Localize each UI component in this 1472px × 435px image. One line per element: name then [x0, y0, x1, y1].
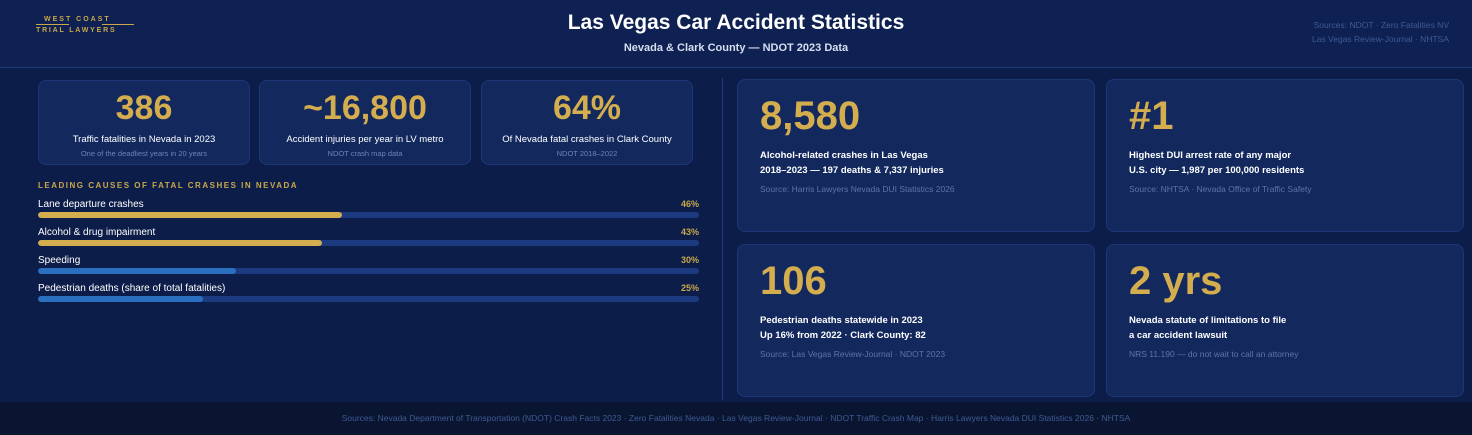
card-line1: Highest DUI arrest rate of any major: [1129, 150, 1292, 161]
card-line1: Pedestrian deaths statewide in 2023: [760, 315, 923, 326]
card-value: 106: [760, 259, 827, 303]
logo-line2: TRIAL LAWYERS: [36, 27, 117, 34]
cause-percent: 30%: [680, 255, 699, 265]
card-dui-rank: #1 Highest DUI arrest rate of any major …: [1106, 79, 1464, 232]
stat-sub: One of the deadliest years in 20 years: [80, 149, 208, 158]
card-statute-of-limitations: 2 yrs Nevada statute of limitations to f…: [1106, 244, 1464, 397]
cause-label: Pedestrian deaths (share of total fatali…: [38, 283, 226, 294]
logo-rule-left: [36, 24, 69, 25]
cause-label: Alcohol & drug impairment: [38, 227, 156, 238]
stat-sub: NDOT 2018–2022: [556, 149, 618, 158]
page-subtitle: Nevada & Clark County — NDOT 2023 Data: [623, 42, 849, 54]
logo[interactable]: WEST COAST TRIAL LAWYERS: [36, 16, 136, 34]
header-sources: Sources: NDOT · Zero Fatalities NV Las V…: [1312, 18, 1449, 46]
card-source: Source: Las Vegas Review-Journal · NDOT …: [760, 349, 946, 359]
card-pedestrian-deaths: 106 Pedestrian deaths statewide in 2023 …: [737, 244, 1095, 397]
stat-label: Traffic fatalities in Nevada in 2023: [72, 134, 216, 145]
cause-bar-track: [38, 296, 699, 302]
card-value: #1: [1129, 94, 1174, 138]
header-sources-line2: Las Vegas Review-Journal · NHTSA: [1311, 34, 1449, 44]
card-line2: U.S. city — 1,987 per 100,000 residents: [1129, 165, 1305, 176]
stat-card-injuries: ~16,800 Accident injuries per year in LV…: [259, 80, 471, 165]
card-line2: 2018–2023 — 197 deaths & 7,337 injuries: [760, 165, 944, 176]
card-value: 2 yrs: [1129, 259, 1223, 303]
logo-line1: WEST COAST: [44, 16, 111, 23]
logo-rule: [36, 24, 136, 28]
card-line2: a car accident lawsuit: [1129, 330, 1228, 341]
stat-sub: NDOT crash map data: [327, 149, 403, 158]
cause-bar-fill: [38, 240, 323, 246]
cause-bar-track: [38, 212, 699, 218]
stat-value: 386: [115, 89, 173, 127]
stat-value: 64%: [552, 89, 622, 127]
cause-bar-fill: [38, 268, 237, 274]
card-source: NRS 11.190 — do not wait to call an atto…: [1129, 349, 1299, 359]
header-sources-line1: Sources: NDOT · Zero Fatalities NV: [1313, 20, 1449, 30]
stat-card-clark-county: 64% Of Nevada fatal crashes in Clark Cou…: [481, 80, 693, 165]
cause-percent: 25%: [680, 283, 699, 293]
column-divider: [722, 78, 723, 400]
header: WEST COAST TRIAL LAWYERS Las Vegas Car A…: [0, 0, 1472, 68]
card-line2: Up 16% from 2022 · Clark County: 82: [760, 330, 926, 341]
stat-label: Of Nevada fatal crashes in Clark County: [502, 134, 672, 145]
stat-card-fatalities: 386 Traffic fatalities in Nevada in 2023…: [38, 80, 250, 165]
card-line1: Alcohol-related crashes in Las Vegas: [760, 150, 928, 161]
cause-bar-track: [38, 240, 699, 246]
cause-bar-track: [38, 268, 699, 274]
stat-value: ~16,800: [303, 89, 427, 127]
cause-bar-fill: [38, 212, 343, 218]
cause-label: Speeding: [38, 255, 81, 266]
cause-percent: 46%: [680, 199, 699, 209]
card-source: Source: NHTSA · Nevada Office of Traffic…: [1129, 184, 1312, 194]
cause-label: Lane departure crashes: [38, 199, 144, 210]
page-title: Las Vegas Car Accident Statistics: [567, 11, 905, 34]
card-value: 8,580: [760, 94, 861, 138]
causes-section-title: LEADING CAUSES OF FATAL CRASHES IN NEVAD…: [38, 181, 299, 190]
stat-label: Accident injuries per year in LV metro: [286, 134, 444, 145]
card-alcohol-crashes: 8,580 Alcohol-related crashes in Las Veg…: [737, 79, 1095, 232]
title-block: Las Vegas Car Accident Statistics Nevada…: [0, 11, 1472, 54]
footer-sources: Sources: Nevada Department of Transporta…: [0, 402, 1472, 435]
card-source: Source: Harris Lawyers Nevada DUI Statis…: [760, 184, 955, 194]
card-line1: Nevada statute of limitations to file: [1129, 315, 1287, 326]
cause-percent: 43%: [680, 227, 699, 237]
logo-rule-right: [102, 24, 134, 25]
cause-bar-fill: [38, 296, 204, 302]
